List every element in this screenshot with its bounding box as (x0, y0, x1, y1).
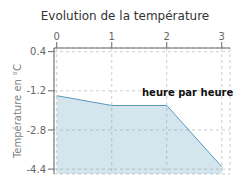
svg-text:-1.2: -1.2 (26, 85, 46, 96)
svg-text:Température en °C: Température en °C (12, 64, 23, 159)
svg-text:2: 2 (164, 31, 170, 42)
svg-text:heure par heure: heure par heure (142, 87, 233, 98)
svg-text:0.4: 0.4 (30, 46, 46, 57)
svg-text:1: 1 (109, 31, 115, 42)
svg-text:0: 0 (54, 31, 60, 42)
svg-text:-2.8: -2.8 (26, 125, 46, 136)
svg-text:3: 3 (219, 31, 225, 42)
svg-text:-4.4: -4.4 (26, 164, 46, 175)
html-text:Evolution de la température: Evolution de la température (40, 9, 210, 23)
